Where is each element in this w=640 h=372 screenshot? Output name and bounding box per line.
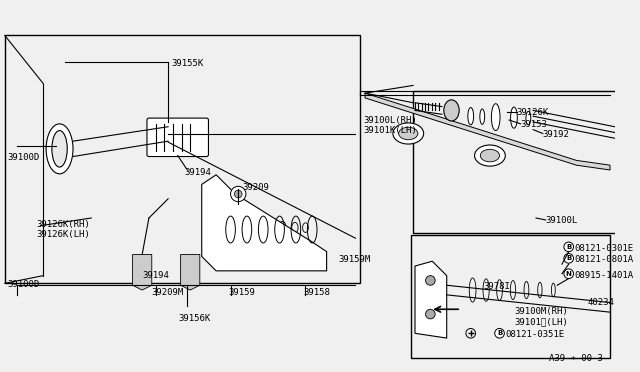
Polygon shape bbox=[132, 254, 152, 290]
Text: 40234: 40234 bbox=[588, 298, 615, 307]
Ellipse shape bbox=[399, 127, 418, 140]
Circle shape bbox=[564, 269, 573, 279]
Bar bbox=[411, 235, 610, 358]
Text: 39100L(RH): 39100L(RH) bbox=[363, 116, 417, 125]
Circle shape bbox=[234, 190, 242, 198]
Ellipse shape bbox=[393, 123, 424, 144]
Text: 08915-1401A: 08915-1401A bbox=[575, 271, 634, 280]
Text: 3978I: 3978I bbox=[483, 282, 510, 291]
Ellipse shape bbox=[480, 109, 484, 124]
Text: A39 ∗ 00 3: A39 ∗ 00 3 bbox=[550, 355, 604, 363]
Text: 08121-0801A: 08121-0801A bbox=[575, 256, 634, 264]
Ellipse shape bbox=[52, 131, 67, 167]
Text: 39209M: 39209M bbox=[152, 288, 184, 297]
Text: 39101K(LH): 39101K(LH) bbox=[363, 126, 417, 135]
Text: 39126K(LH): 39126K(LH) bbox=[36, 230, 90, 238]
Text: 39158: 39158 bbox=[303, 288, 330, 297]
Text: B: B bbox=[566, 244, 572, 250]
Polygon shape bbox=[180, 254, 200, 290]
Ellipse shape bbox=[468, 108, 474, 125]
Ellipse shape bbox=[46, 124, 73, 174]
FancyBboxPatch shape bbox=[147, 118, 209, 157]
Polygon shape bbox=[415, 261, 447, 338]
Text: 39159M: 39159M bbox=[338, 254, 371, 263]
Text: 39101　(LH): 39101 (LH) bbox=[514, 317, 568, 326]
Text: 39194: 39194 bbox=[142, 271, 169, 280]
Ellipse shape bbox=[526, 111, 531, 125]
Text: 08121-0351E: 08121-0351E bbox=[506, 330, 564, 339]
Ellipse shape bbox=[481, 149, 500, 162]
Ellipse shape bbox=[511, 107, 517, 128]
Text: 39192: 39192 bbox=[543, 129, 570, 139]
Text: 39194: 39194 bbox=[184, 168, 211, 177]
Text: 39126K(RH): 39126K(RH) bbox=[36, 220, 90, 229]
Circle shape bbox=[426, 276, 435, 285]
Ellipse shape bbox=[475, 145, 506, 166]
Circle shape bbox=[564, 254, 573, 263]
Text: B: B bbox=[566, 255, 572, 262]
Circle shape bbox=[495, 328, 504, 338]
Ellipse shape bbox=[444, 100, 459, 121]
Text: 39100D: 39100D bbox=[8, 280, 40, 289]
Circle shape bbox=[426, 309, 435, 319]
Polygon shape bbox=[202, 175, 326, 271]
Text: 08121-0301E: 08121-0301E bbox=[575, 244, 634, 253]
Text: N: N bbox=[566, 271, 572, 277]
Text: B: B bbox=[497, 330, 502, 336]
Text: 39126K: 39126K bbox=[517, 109, 549, 118]
Text: 39209: 39209 bbox=[242, 183, 269, 192]
Ellipse shape bbox=[492, 104, 500, 131]
Polygon shape bbox=[365, 93, 610, 170]
Text: 39100L: 39100L bbox=[546, 216, 578, 225]
Bar bbox=[413, 91, 620, 233]
Text: 39155K: 39155K bbox=[171, 58, 204, 68]
Circle shape bbox=[564, 242, 573, 251]
Bar bbox=[5, 35, 360, 283]
Text: 39100D: 39100D bbox=[8, 153, 40, 162]
Text: 39100M(RH): 39100M(RH) bbox=[514, 307, 568, 316]
Text: 39153: 39153 bbox=[521, 120, 548, 129]
Circle shape bbox=[230, 186, 246, 202]
Text: 39156K: 39156K bbox=[179, 314, 211, 323]
Text: 39159: 39159 bbox=[228, 288, 255, 297]
